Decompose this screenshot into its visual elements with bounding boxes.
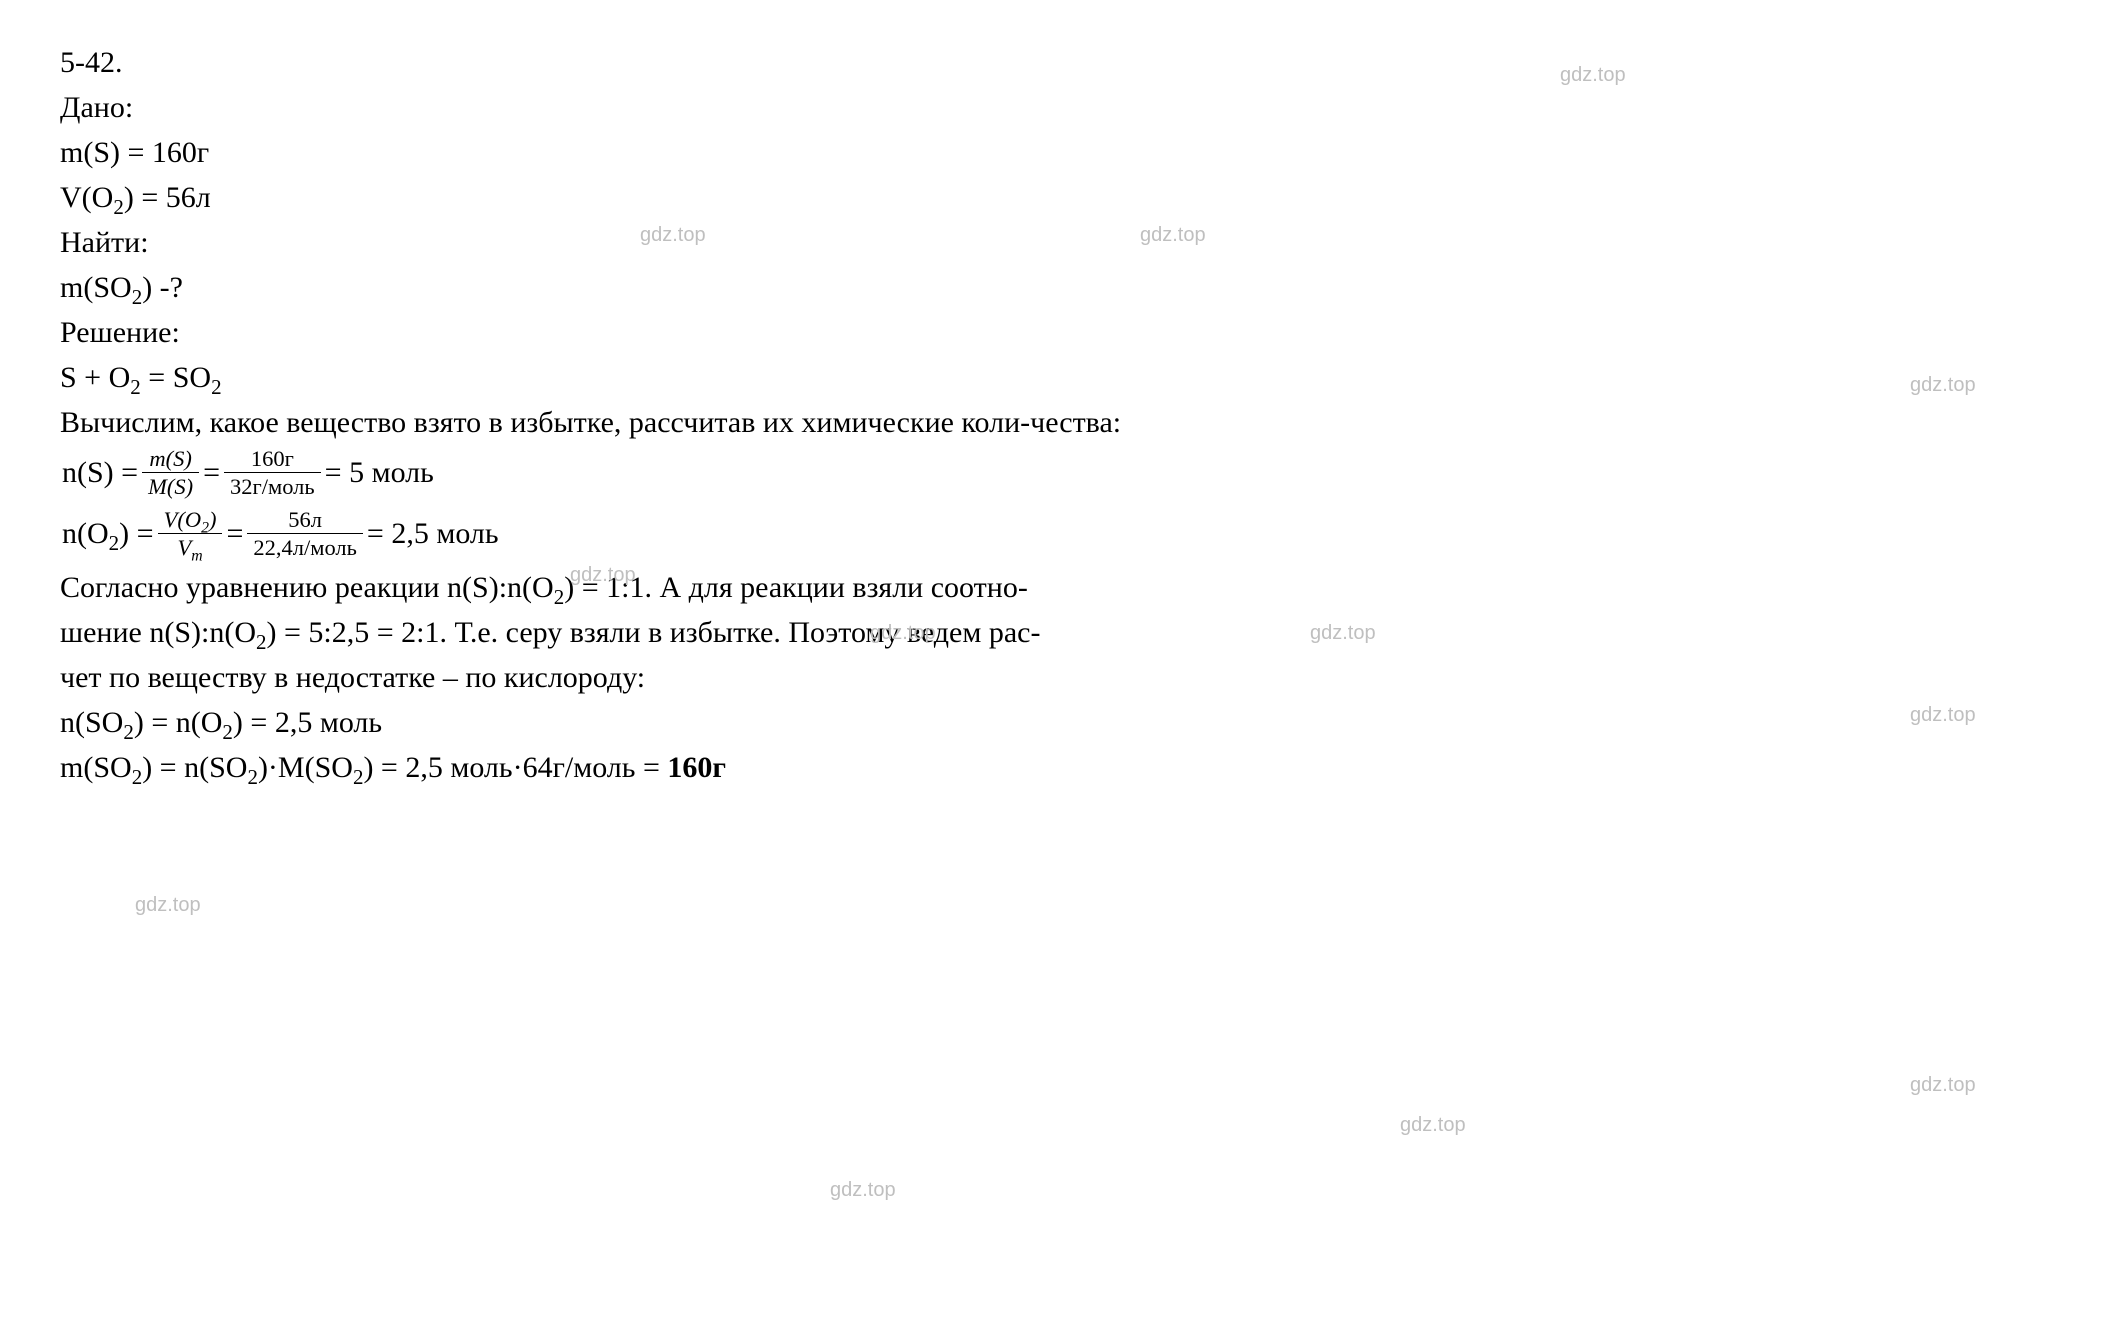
text: n(O2) = xyxy=(62,511,154,556)
watermark: gdz.top xyxy=(135,890,201,920)
text: n(S) = xyxy=(62,450,138,495)
final-answer: 160г xyxy=(667,751,726,784)
text: = SO xyxy=(141,361,211,394)
subscript: 2 xyxy=(113,195,124,219)
subscript: 2 xyxy=(247,765,258,789)
text: ) = 2,5 моль·64г/моль = xyxy=(363,751,667,784)
subscript: 2 xyxy=(211,375,222,399)
problem-number: 5-42. xyxy=(60,40,2046,85)
text: = 2,5 моль xyxy=(367,511,499,556)
fraction: 56л 22,4л/моль xyxy=(247,506,363,561)
result-n-so2: n(SO2) = n(O2) = 2,5 моль xyxy=(60,700,2046,745)
text: ) = 2,5 моль xyxy=(233,706,382,739)
text: m(SO xyxy=(60,271,132,304)
denominator: 32г/моль xyxy=(224,473,321,500)
watermark: gdz.top xyxy=(830,1175,896,1205)
subscript: 2 xyxy=(132,285,143,309)
subscript: 2 xyxy=(222,720,233,744)
text: = xyxy=(203,450,220,495)
numerator: V(O2) xyxy=(158,506,223,534)
text: V(O xyxy=(60,181,113,214)
numerator: m(S) xyxy=(142,445,199,473)
text: ) = n(O xyxy=(134,706,223,739)
watermark: gdz.top xyxy=(1910,1070,1976,1100)
denominator: M(S) xyxy=(142,473,199,500)
given-label: Дано: xyxy=(60,85,2046,130)
calc-intro: Вычислим, какое вещество взято в избытке… xyxy=(60,400,2046,445)
numerator: 56л xyxy=(247,506,363,534)
text: S + O xyxy=(60,361,130,394)
find-label: Найти: xyxy=(60,220,2046,265)
solution-label: Решение: xyxy=(60,310,2046,355)
denominator: 22,4л/моль xyxy=(247,534,363,561)
text: ) = 5:2,5 = 2:1. Т.е. серу взяли в избыт… xyxy=(267,616,1041,649)
given-volume-o2: V(O2) = 56л xyxy=(60,175,2046,220)
watermark: gdz.top xyxy=(1400,1110,1466,1140)
subscript: 2 xyxy=(353,765,364,789)
subscript: 2 xyxy=(132,765,143,789)
text: Согласно уравнению реакции n(S):n(O xyxy=(60,571,554,604)
text: m(SO xyxy=(60,751,132,784)
text: ) = 1:1. А для реакции взяли соотно- xyxy=(564,571,1028,604)
calc-n-o2: n(O2) = V(O2) Vm = 56л 22,4л/моль = 2,5 … xyxy=(60,506,2046,561)
text: шение n(S):n(O xyxy=(60,616,256,649)
given-mass-s: m(S) = 160г xyxy=(60,130,2046,175)
text: ) = n(SO xyxy=(142,751,247,784)
subscript: 2 xyxy=(554,585,565,609)
text: ) = 56л xyxy=(124,181,211,214)
numerator: 160г xyxy=(224,445,321,473)
subscript: 2 xyxy=(130,375,141,399)
text: = 5 моль xyxy=(325,450,434,495)
analysis-line-3: чет по веществу в недостатке – по кислор… xyxy=(60,655,2046,700)
text: ) -? xyxy=(142,271,183,304)
denominator: Vm xyxy=(158,534,223,561)
subscript: 2 xyxy=(123,720,134,744)
result-m-so2: m(SO2) = n(SO2)·M(SO2) = 2,5 моль·64г/мо… xyxy=(60,745,2046,790)
analysis-line-2: шение n(S):n(O2) = 5:2,5 = 2:1. Т.е. сер… xyxy=(60,610,2046,655)
fraction: 160г 32г/моль xyxy=(224,445,321,500)
text: = xyxy=(226,511,243,556)
fraction: m(S) M(S) xyxy=(142,445,199,500)
subscript: 2 xyxy=(256,630,267,654)
find-mass-so2: m(SO2) -? xyxy=(60,265,2046,310)
text: n(SO xyxy=(60,706,123,739)
analysis-line-1: Согласно уравнению реакции n(S):n(O2) = … xyxy=(60,565,2046,610)
calc-n-s: n(S) = m(S) M(S) = 160г 32г/моль = 5 мол… xyxy=(60,445,2046,500)
reaction-equation: S + O2 = SO2 xyxy=(60,355,2046,400)
fraction: V(O2) Vm xyxy=(158,506,223,561)
text: )·M(SO xyxy=(258,751,353,784)
